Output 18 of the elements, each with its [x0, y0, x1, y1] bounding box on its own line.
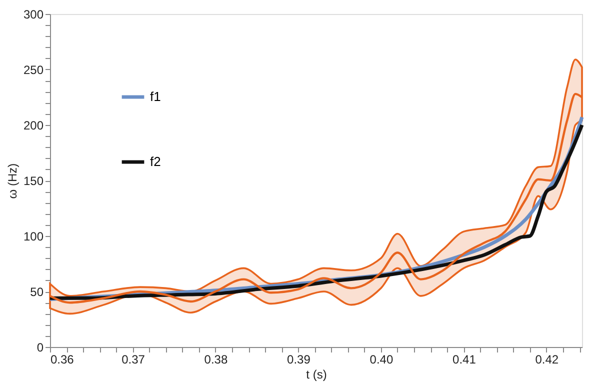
y-tick-label: 150 [23, 174, 44, 188]
y-tick-label: 0 [36, 340, 44, 354]
y-axis-title: ω (Hz) [5, 163, 20, 199]
x-tick-label: 0.37 [122, 352, 146, 366]
x-tick-label: 0.38 [204, 352, 228, 366]
y-tick-label: 100 [23, 230, 44, 244]
x-axis-title: t (s) [306, 368, 327, 382]
legend-label: f1 [150, 89, 161, 104]
x-tick-label: 0.39 [287, 352, 311, 366]
legend-label: f2 [150, 154, 161, 169]
y-tick-label: 250 [23, 63, 44, 77]
x-tick-label: 0.40 [370, 352, 394, 366]
x-tick-label: 0.42 [535, 352, 559, 366]
y-tick-label: 50 [30, 285, 44, 299]
x-tick-label: 0.41 [452, 352, 476, 366]
y-tick-label: 300 [23, 8, 44, 22]
y-tick-label: 200 [23, 118, 44, 132]
x-tick-label: 0.36 [50, 352, 74, 366]
